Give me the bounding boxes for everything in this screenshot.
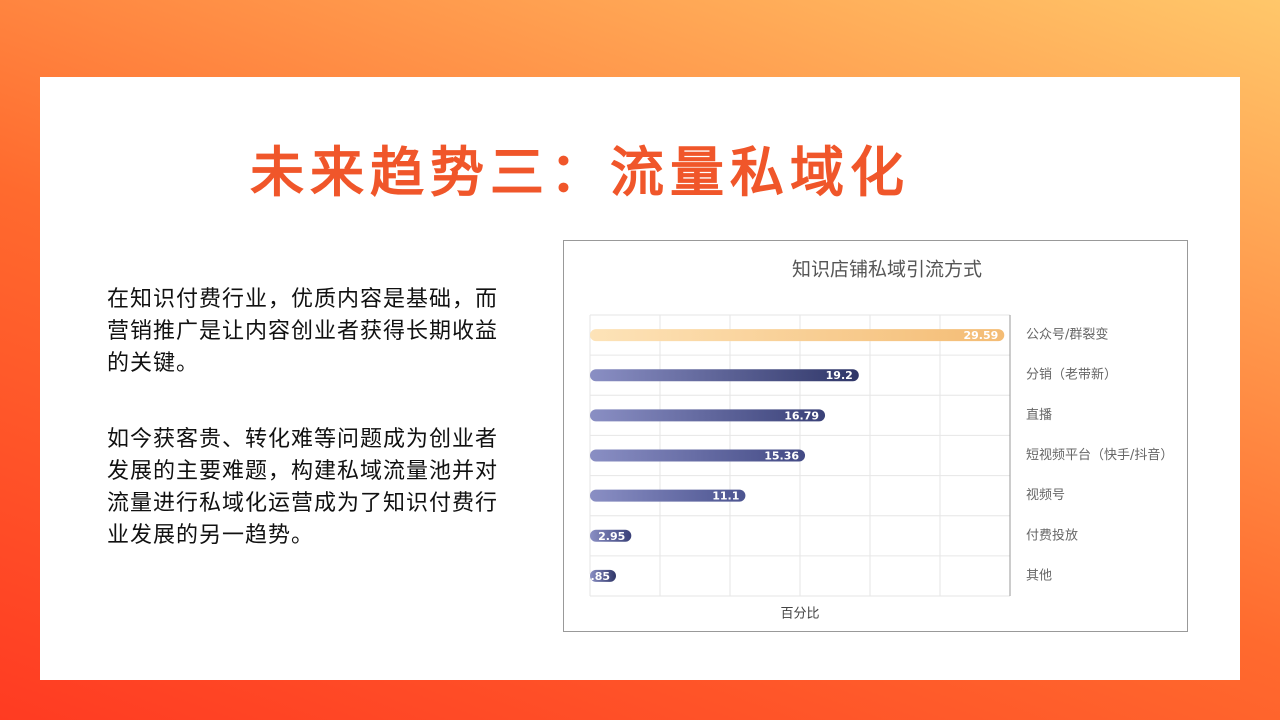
chart-title: 知识店铺私域引流方式 (792, 259, 982, 281)
y-tick-label: 付费投放 (1026, 527, 1078, 543)
y-tick-label: 其他 (1026, 568, 1052, 583)
data-label: 15.36 (764, 450, 799, 463)
bar (590, 329, 1005, 342)
x-axis-label: 百分比 (780, 607, 819, 622)
data-label: 0.85 (583, 570, 610, 583)
bar (590, 569, 616, 582)
bar (590, 489, 746, 502)
y-tick-label: 分销（老带新） (1026, 367, 1117, 383)
y-tick-label: 短视频平台（快手/抖音） (1026, 447, 1173, 463)
data-label: 11.1 (712, 490, 739, 503)
chart-frame (563, 240, 1188, 632)
y-tick-label: 公众号/群裂变 (1026, 327, 1108, 343)
bar (590, 369, 859, 382)
paragraph: 在知识付费行业，优质内容是基础，而营销推广是让内容创业者获得长期收益的关键。 (107, 287, 499, 376)
paragraph: 如今获客贵、转化难等问题成为创业者发展的主要难题，构建私域流量池并对流量进行私域… (107, 427, 499, 548)
bar (590, 529, 632, 542)
bar (590, 449, 806, 462)
slide-title: 未来趋势三：流量私域化 (250, 141, 910, 204)
data-label: 19.2 (826, 369, 853, 382)
bar (590, 409, 826, 422)
data-label: 29.59 (963, 329, 998, 342)
data-label: 2.95 (598, 530, 625, 543)
data-label: 16.79 (784, 409, 819, 422)
y-tick-label: 视频号 (1026, 488, 1065, 503)
y-tick-label: 直播 (1026, 408, 1052, 423)
